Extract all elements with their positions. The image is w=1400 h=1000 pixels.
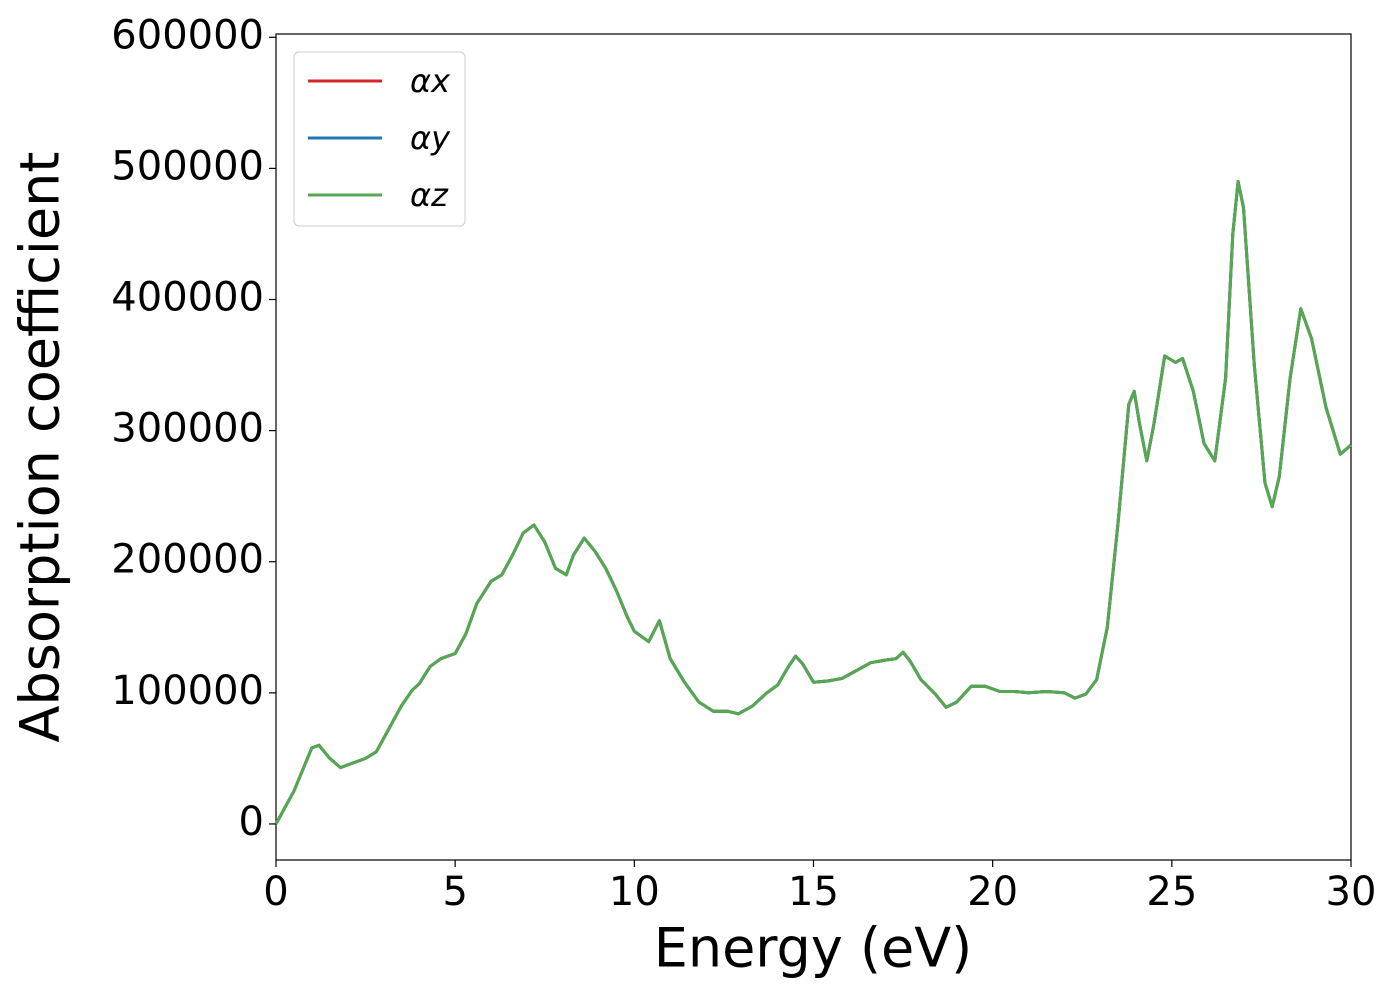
- y-tick-label: 600000: [111, 12, 264, 58]
- x-tick-label: 10: [609, 869, 660, 915]
- x-tick-label: 15: [788, 869, 839, 915]
- y-tick-label: 300000: [111, 406, 264, 452]
- y-axis-label: Absorption coefficient: [9, 152, 72, 743]
- series-line: [274, 180, 1352, 825]
- x-tick-label: 0: [263, 869, 288, 915]
- x-tick-label: 20: [967, 869, 1018, 915]
- legend-label: αx: [410, 62, 451, 100]
- y-tick-label: 400000: [111, 275, 264, 321]
- y-tick-label: 100000: [111, 668, 264, 714]
- y-tick-label: 500000: [111, 143, 264, 189]
- series-line: [274, 180, 1352, 825]
- x-tick-label: 25: [1146, 869, 1197, 915]
- y-tick-label: 0: [239, 799, 264, 845]
- series-line: [274, 180, 1352, 825]
- legend-label: αy: [410, 119, 451, 157]
- x-axis-label: Energy (eV): [654, 917, 973, 980]
- x-tick-label: 30: [1326, 869, 1377, 915]
- y-tick-label: 200000: [111, 537, 264, 583]
- x-tick-label: 5: [442, 869, 467, 915]
- legend-label: αz: [410, 176, 449, 214]
